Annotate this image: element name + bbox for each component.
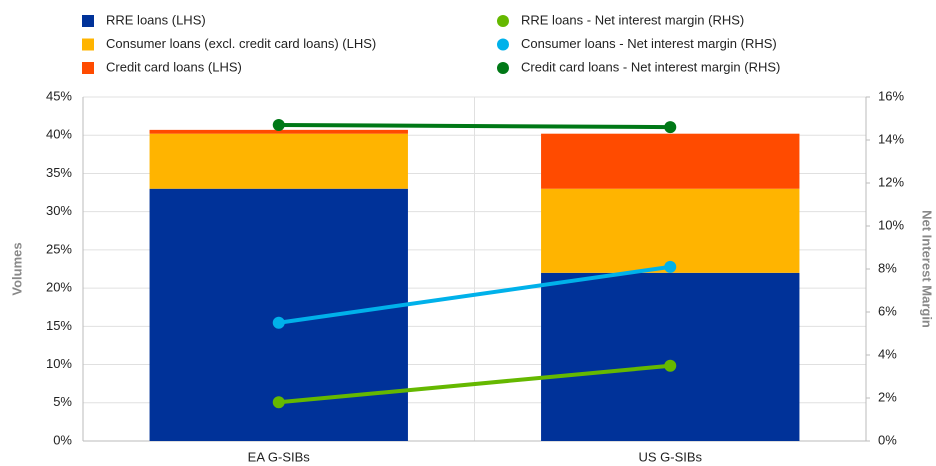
y-tick-label: 15% — [46, 318, 72, 333]
y-tick-label: 10% — [46, 356, 72, 371]
y2-tick-label: 16% — [878, 88, 904, 103]
y2-tick-label: 12% — [878, 174, 904, 189]
legend-label: Credit card loans (LHS) — [106, 59, 242, 74]
point — [664, 121, 677, 134]
y-tick-label: 40% — [46, 127, 72, 142]
legend-label: Credit card loans - Net interest margin … — [521, 59, 780, 74]
y-tick-label: 25% — [46, 241, 72, 256]
y-tick-label: 5% — [53, 394, 72, 409]
bar-segment — [541, 188, 800, 273]
y2-tick-label: 8% — [878, 260, 897, 275]
point — [664, 260, 677, 273]
legend-marker — [82, 15, 94, 27]
point — [272, 396, 285, 409]
y2-axis-label: Net Interest Margin — [920, 210, 935, 328]
legend-marker — [497, 62, 509, 74]
y2-tick-label: 14% — [878, 131, 904, 146]
y2-tick-label: 0% — [878, 432, 897, 447]
y-tick-label: 35% — [46, 165, 72, 180]
line — [278, 264, 671, 325]
legend-marker — [82, 38, 94, 51]
y-tick-label: 30% — [46, 203, 72, 218]
point — [664, 359, 677, 372]
point — [272, 118, 285, 131]
legend-label: RRE loans - Net interest margin (RHS) — [521, 12, 744, 27]
y2-tick-label: 4% — [878, 346, 897, 361]
legend-label: Consumer loans - Net interest margin (RH… — [521, 36, 777, 51]
legend-label: RRE loans (LHS) — [106, 12, 206, 27]
y-tick-label: 0% — [53, 432, 72, 447]
legend-marker — [82, 62, 94, 74]
bar-segment — [541, 133, 800, 189]
y2-tick-label: 2% — [878, 389, 897, 404]
y-tick-label: 20% — [46, 280, 72, 295]
x-tick-label: US G-SIBs — [638, 449, 702, 464]
x-tick-label: EA G-SIBs — [248, 449, 311, 464]
line — [278, 122, 671, 130]
legend-marker — [497, 38, 509, 51]
y-tick-label: 45% — [46, 88, 72, 103]
bar-segment — [149, 129, 408, 134]
bar-segment — [149, 133, 408, 189]
legend-label: Consumer loans (excl. credit card loans)… — [106, 36, 376, 51]
point — [272, 316, 285, 329]
line — [278, 363, 671, 405]
y-axis-label: Volumes — [9, 242, 24, 295]
y2-tick-label: 6% — [878, 303, 897, 318]
bar-segment — [541, 272, 800, 441]
legend-marker — [497, 15, 509, 27]
y2-tick-label: 10% — [878, 217, 904, 232]
